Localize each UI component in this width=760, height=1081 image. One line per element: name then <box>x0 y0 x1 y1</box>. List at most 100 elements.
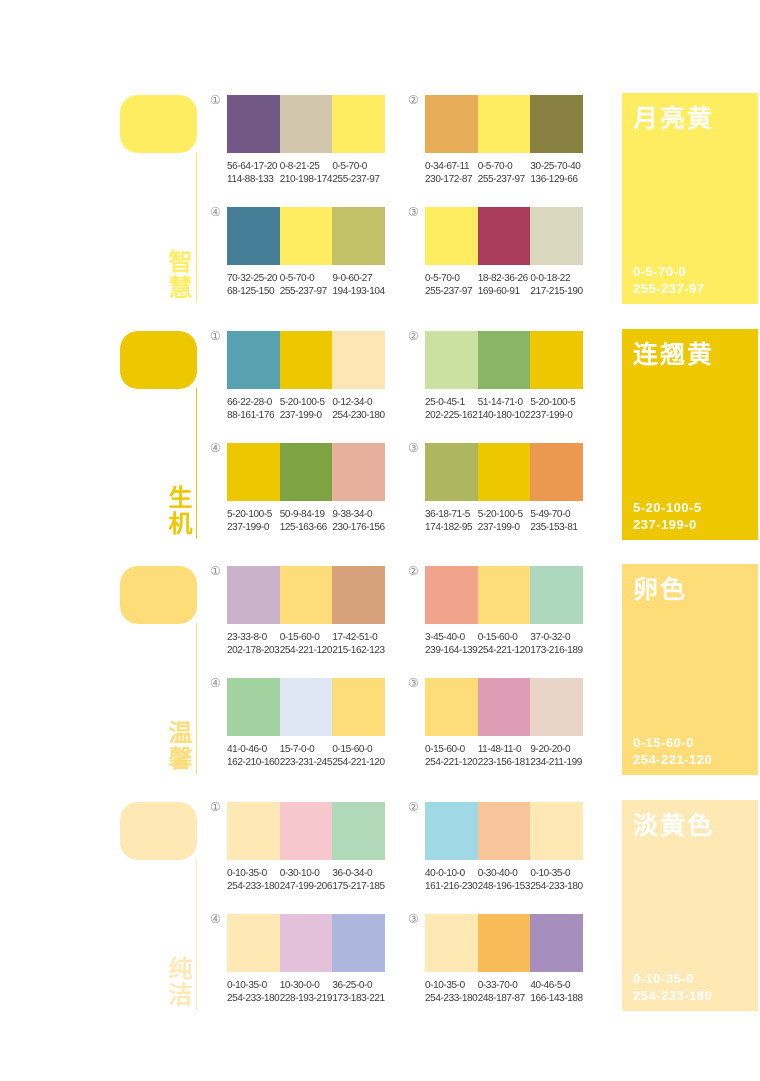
color-swatch <box>425 566 478 624</box>
swatch-cmyk-value: 0-10-35-0 <box>227 868 267 879</box>
swatch-labels: 70-32-25-20 68-125-150 0-5-70-0 255-237-… <box>227 273 385 298</box>
swatch-label: 5-20-100-5 237-199-0 <box>530 397 583 422</box>
swatch-rgb-value: 254-221-120 <box>477 644 531 656</box>
swatch-cmyk-value: 0-15-60-0 <box>477 632 518 643</box>
palette-group: ① 56-64-17-20 114-88-133 0-8-21-25 210-1… <box>210 93 390 205</box>
swatch-label: 0-15-60-0 254-221-120 <box>478 632 531 657</box>
color-swatch <box>227 802 280 860</box>
swatch-cmyk-value: 0-8-21-25 <box>279 161 320 172</box>
swatch-cmyk-value: 18-82-36-26 <box>477 273 528 284</box>
swatch-cmyk-value: 5-49-70-0 <box>530 509 571 520</box>
swatch-strip <box>227 443 386 501</box>
swatch-rgb-value: 237-199-0 <box>477 521 520 533</box>
color-swatch <box>279 914 333 972</box>
palette-number: ① <box>210 564 221 578</box>
palette-group: ① 0-10-35-0 254-233-180 0-30-10-0 247-19… <box>210 800 390 912</box>
swatch-label: 36-0-34-0 175-217-185 <box>332 868 385 893</box>
swatch-cmyk-value: 0-5-70-0 <box>279 273 315 284</box>
swatch-label: 9-38-34-0 230-176-156 <box>332 509 385 534</box>
swatch-cmyk-value: 0-12-34-0 <box>332 397 373 408</box>
swatch-rgb-value: 210-198-174 <box>279 173 333 185</box>
swatch-label: 0-30-40-0 248-196-153 <box>478 868 531 893</box>
swatch-rgb-value: 162-210-160 <box>227 756 280 768</box>
swatch-labels: 36-18-71-5 174-182-95 5-20-100-5 237-199… <box>425 509 583 534</box>
color-swatch <box>227 331 280 389</box>
palette-group: ④ 41-0-46-0 162-210-160 15-7-0-0 223-231… <box>210 676 390 788</box>
swatch-cmyk-value: 5-20-100-5 <box>530 397 576 408</box>
swatch-labels: 66-22-28-0 88-161-176 5-20-100-5 237-199… <box>227 397 385 422</box>
swatch-cmyk-value: 37-0-32-0 <box>530 632 571 643</box>
swatch-rgb-value: 88-161-176 <box>227 409 275 421</box>
swatch-cmyk-value: 0-30-40-0 <box>477 868 518 879</box>
color-swatch <box>530 331 584 389</box>
swatch-label: 0-15-60-0 254-221-120 <box>332 744 385 769</box>
swatch-cmyk-value: 0-10-35-0 <box>227 980 267 991</box>
color-swatch <box>425 95 478 153</box>
color-swatch <box>279 566 333 624</box>
swatch-cmyk-value: 0-0-18-22 <box>530 273 571 284</box>
swatch-label: 37-0-32-0 173-216-189 <box>530 632 583 657</box>
swatch-rgb-value: 68-125-150 <box>227 285 275 297</box>
palette-number: ② <box>408 329 419 343</box>
swatch-cmyk-value: 56-64-17-20 <box>227 161 278 172</box>
theme-cmyk-value: 5-20-100-5 <box>633 500 702 515</box>
color-swatch <box>477 678 531 736</box>
swatch-strip <box>227 95 386 153</box>
swatch-rgb-value: 173-183-221 <box>332 992 385 1004</box>
swatch-cmyk-value: 0-33-70-0 <box>477 980 518 991</box>
swatch-rgb-value: 223-231-245 <box>279 756 333 768</box>
color-swatch <box>425 802 478 860</box>
swatch-cmyk-value: 70-32-25-20 <box>227 273 278 284</box>
swatch-rgb-value: 247-199-206 <box>279 880 333 892</box>
swatch-rgb-value: 161-216-230 <box>425 880 478 892</box>
swatch-strip <box>425 566 584 624</box>
swatch-labels: 0-5-70-0 255-237-97 18-82-36-26 169-60-9… <box>425 273 583 298</box>
color-swatch <box>227 914 280 972</box>
swatch-label: 0-12-34-0 254-230-180 <box>332 397 385 422</box>
swatch-cmyk-value: 0-5-70-0 <box>425 273 460 284</box>
palette-number: ① <box>210 329 221 343</box>
theme-cmyk-value: 0-15-60-0 <box>633 735 694 750</box>
color-swatch <box>332 566 386 624</box>
color-swatch <box>332 95 386 153</box>
swatch-label: 0-30-10-0 247-199-206 <box>280 868 333 893</box>
swatch-label: 0-15-60-0 254-221-120 <box>425 744 478 769</box>
swatch-rgb-value: 255-237-97 <box>477 173 526 185</box>
theme-rgb-value: 255-237-97 <box>633 281 705 296</box>
swatch-strip <box>227 802 386 860</box>
swatch-label: 5-20-100-5 237-199-0 <box>478 509 531 534</box>
palette-group: ③ 0-5-70-0 255-237-97 18-82-36-26 169-60… <box>408 205 588 317</box>
color-swatch <box>227 566 280 624</box>
swatch-rgb-value: 254-221-120 <box>279 644 333 656</box>
swatch-cmyk-value: 9-38-34-0 <box>332 509 373 520</box>
theme-color-values: 0-5-70-0 255-237-97 <box>633 263 705 297</box>
swatch-strip <box>425 678 584 736</box>
swatch-cmyk-value: 41-0-46-0 <box>227 744 267 755</box>
section-keyword: 智慧 <box>168 249 193 302</box>
palette-group: ④ 70-32-25-20 68-125-150 0-5-70-0 255-23… <box>210 205 390 317</box>
section-divider-line <box>196 859 197 1010</box>
color-swatch <box>332 207 386 265</box>
swatch-label: 11-48-11-0 223-156-181 <box>478 744 531 769</box>
palette-group: ③ 0-10-35-0 254-233-180 0-33-70-0 248-18… <box>408 912 588 1024</box>
palette-group: ③ 36-18-71-5 174-182-95 5-20-100-5 237-1… <box>408 441 588 553</box>
swatch-cmyk-value: 40-46-5-0 <box>530 980 571 991</box>
color-swatch <box>279 331 333 389</box>
swatch-rgb-value: 239-164-139 <box>425 644 478 656</box>
theme-color-name: 淡黄色 <box>633 812 715 840</box>
swatch-rgb-value: 255-237-97 <box>332 173 380 185</box>
color-swatch <box>332 443 386 501</box>
swatch-rgb-value: 234-211-199 <box>530 756 582 768</box>
theme-rgb-value: 254-233-180 <box>633 988 713 1003</box>
color-swatch <box>477 331 531 389</box>
swatch-label: 23-33-8-0 202-178-203 <box>227 632 280 657</box>
swatch-label: 3-45-40-0 239-164-139 <box>425 632 478 657</box>
swatch-label: 0-10-35-0 254-233-180 <box>227 868 280 893</box>
swatch-labels: 41-0-46-0 162-210-160 15-7-0-0 223-231-2… <box>227 744 385 769</box>
swatch-labels: 0-34-67-11 230-172-87 0-5-70-0 255-237-9… <box>425 161 583 186</box>
swatch-label: 5-49-70-0 235-153-81 <box>530 509 583 534</box>
theme-rgb-value: 254-221-120 <box>633 752 713 767</box>
palette-group: ② 25-0-45-1 202-225-162 51-14-71-0 140-1… <box>408 329 588 441</box>
theme-color-badge <box>120 802 197 860</box>
